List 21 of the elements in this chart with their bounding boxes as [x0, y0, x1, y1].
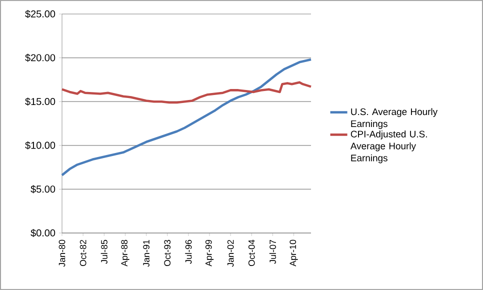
x-tick-label: Jul-07 — [269, 240, 276, 264]
y-tick-label: $25.00 — [25, 10, 56, 18]
y-tick-label: $10.00 — [25, 141, 56, 150]
x-tick-label: Jan-91 — [143, 240, 150, 267]
x-tick-label: Apr-99 — [205, 240, 214, 266]
legend-label: U.S. Average Hourly Earnings — [351, 108, 438, 129]
x-tick-label: Jan-80 — [58, 240, 66, 267]
legend-label: CPI-Adjusted U.S. Average Hourly Earnings — [350, 130, 427, 164]
x-tick-label: Jul-85 — [100, 240, 108, 264]
line-series — [60, 81, 312, 104]
y-tick-label: $0.00 — [30, 228, 56, 238]
x-tick-label: Oct-93 — [164, 240, 171, 266]
x-tick-label: Jul-96 — [185, 240, 192, 264]
x-tick-label: Oct-82 — [80, 240, 86, 266]
x-tick-label: Jan-02 — [227, 240, 234, 267]
x-tick-label: Apr-88 — [121, 240, 130, 266]
x-tick-label: Apr-10 — [290, 240, 298, 266]
x-tick-label: Oct-04 — [248, 240, 255, 266]
y-tick-label: $20.00 — [25, 54, 56, 62]
y-tick-label: $15.00 — [25, 98, 56, 106]
y-tick-label: $5.00 — [30, 185, 56, 194]
